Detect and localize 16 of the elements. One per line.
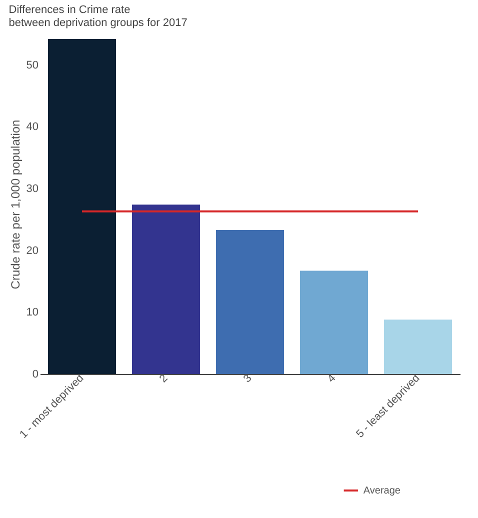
legend-label: Average — [363, 486, 401, 496]
y-tick-label: 0 — [32, 368, 38, 380]
y-tick-label: 30 — [26, 183, 38, 196]
chart-title: Differences in Crime rate between deprivation groups for 2017 — [8, 4, 188, 29]
bar — [300, 270, 368, 374]
y-tick-label: 50 — [26, 59, 38, 72]
x-tick-label: 4 — [325, 372, 338, 386]
y-tick-label: 10 — [26, 306, 38, 319]
bar — [216, 230, 284, 374]
bar — [384, 320, 452, 374]
y-tick-label: 40 — [26, 121, 38, 134]
y-axis-title: Crude rate per 1,000 population — [8, 120, 22, 290]
bar — [48, 38, 116, 374]
bar — [132, 204, 200, 374]
y-tick-label: 20 — [26, 244, 38, 257]
x-tick-label: 3 — [241, 372, 254, 386]
